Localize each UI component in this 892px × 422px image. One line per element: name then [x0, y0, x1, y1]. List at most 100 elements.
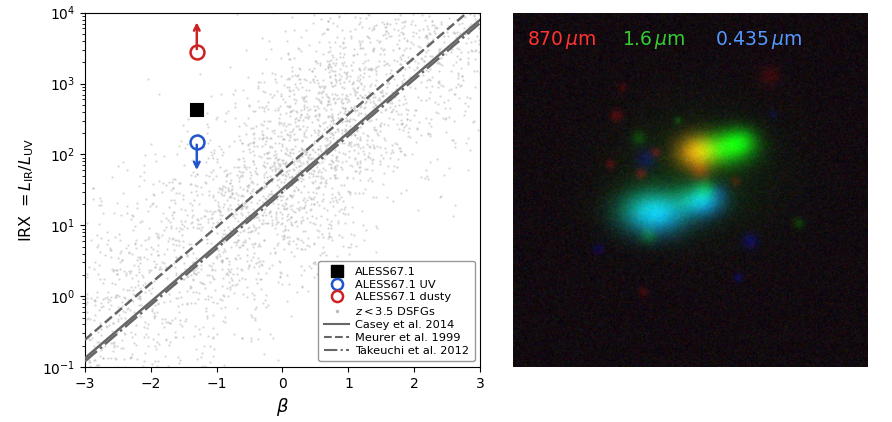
Point [350, 94, 364, 101]
Point [261, 37, 276, 44]
Point [240, 183, 254, 189]
Point [111, 266, 125, 273]
Point [312, 111, 326, 118]
Point [390, 82, 404, 89]
Point [320, 141, 334, 147]
Point [276, 95, 290, 102]
Point [386, 46, 401, 53]
Point [218, 191, 232, 198]
Point [324, 218, 338, 225]
Point [204, 266, 219, 273]
Point [184, 181, 198, 187]
Point [153, 218, 168, 225]
Point [399, 45, 413, 51]
Point [257, 182, 271, 189]
Point [260, 56, 274, 63]
Point [276, 170, 290, 177]
Point [337, 118, 351, 124]
Point [284, 108, 298, 114]
Point [290, 173, 304, 179]
Point [316, 191, 330, 197]
Point [345, 175, 359, 181]
Point [112, 275, 127, 282]
Point [376, 46, 391, 53]
Point [411, 119, 425, 125]
Point [235, 334, 249, 341]
Point [230, 196, 244, 203]
Point [300, 197, 314, 203]
Point [82, 264, 96, 271]
Point [272, 168, 286, 175]
Point [408, 58, 422, 65]
Point [345, 127, 359, 133]
Point [367, 145, 381, 151]
Point [257, 236, 271, 243]
Point [151, 230, 165, 237]
Point [251, 230, 265, 237]
Point [348, 92, 362, 98]
Point [402, 125, 417, 132]
Point [228, 114, 243, 121]
Point [378, 31, 392, 38]
Point [311, 117, 326, 124]
Point [198, 179, 212, 186]
Point [146, 246, 161, 252]
Point [461, 103, 475, 109]
Point [183, 285, 197, 292]
Point [425, 53, 439, 60]
Point [284, 312, 298, 319]
Point [361, 57, 376, 64]
Point [286, 126, 301, 133]
Point [300, 149, 314, 156]
Point [389, 19, 403, 26]
Point [324, 56, 338, 63]
Point [290, 157, 304, 164]
Point [313, 60, 327, 67]
Point [326, 203, 340, 209]
Point [295, 160, 310, 166]
Point [285, 68, 300, 75]
Point [307, 139, 321, 146]
Point [325, 129, 339, 136]
Point [190, 171, 204, 178]
Point [357, 8, 371, 14]
Point [126, 227, 140, 233]
Point [236, 227, 251, 234]
Point [270, 107, 285, 114]
Point [151, 272, 165, 279]
Point [291, 72, 305, 78]
Point [115, 189, 129, 196]
Point [133, 312, 147, 319]
Point [206, 166, 220, 173]
Point [290, 223, 304, 230]
Point [353, 92, 368, 99]
Point [196, 280, 211, 287]
Point [410, 206, 425, 213]
Point [434, 19, 449, 25]
Point [304, 212, 318, 219]
Point [373, 121, 387, 128]
Point [115, 324, 129, 330]
Point [358, 155, 372, 162]
Point [392, 148, 407, 155]
Point [311, 183, 326, 190]
Point [202, 207, 217, 214]
Point [211, 206, 226, 213]
Point [467, 68, 481, 74]
Point [171, 227, 186, 234]
Point [171, 295, 186, 301]
Point [317, 87, 331, 94]
Point [126, 364, 140, 371]
Point [82, 336, 96, 343]
Point [276, 211, 290, 217]
Point [284, 192, 298, 199]
Point [202, 262, 216, 268]
Point [418, 62, 433, 69]
Point [327, 162, 342, 169]
Point [79, 316, 94, 322]
Point [206, 194, 220, 200]
Point [141, 343, 155, 349]
Point [277, 235, 291, 242]
Point [407, 66, 421, 73]
Point [323, 145, 337, 151]
